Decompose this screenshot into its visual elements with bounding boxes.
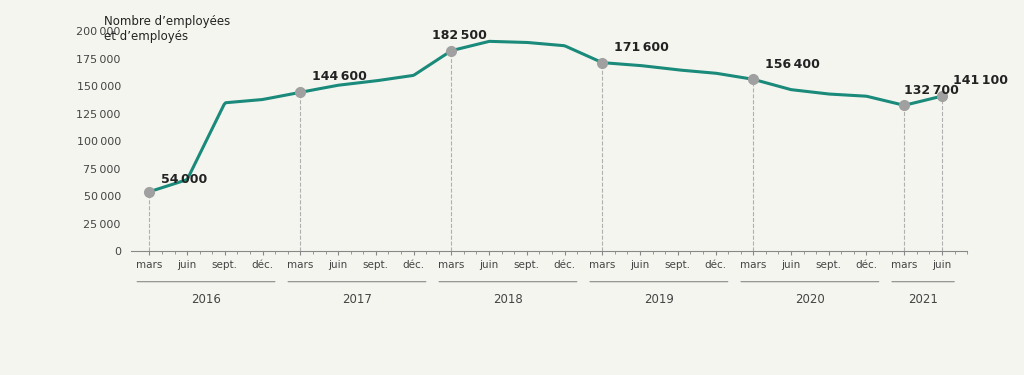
Text: 2017: 2017	[342, 292, 372, 306]
Text: 2018: 2018	[494, 292, 523, 306]
Text: 2020: 2020	[795, 292, 824, 306]
Text: 54 000: 54 000	[161, 173, 207, 186]
Text: 156 400: 156 400	[765, 57, 819, 70]
Text: 2016: 2016	[191, 292, 221, 306]
Text: Nombre d’employées
et d’employés: Nombre d’employées et d’employés	[104, 15, 230, 43]
Text: 2019: 2019	[644, 292, 674, 306]
Text: 132 700: 132 700	[904, 84, 959, 96]
Text: 141 100: 141 100	[953, 74, 1009, 87]
Text: 144 600: 144 600	[311, 70, 367, 84]
Text: 2021: 2021	[908, 292, 938, 306]
Text: 171 600: 171 600	[613, 41, 669, 54]
Text: 182 500: 182 500	[432, 29, 487, 42]
